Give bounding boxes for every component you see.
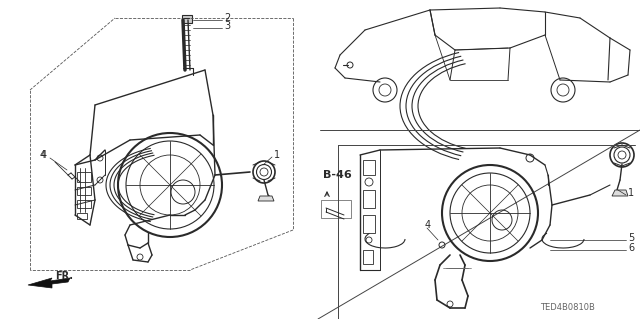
Text: TED4B0810B: TED4B0810B: [540, 303, 595, 313]
Polygon shape: [612, 190, 628, 196]
Text: 3: 3: [224, 21, 230, 31]
Bar: [363, 215, 375, 233]
Text: 4: 4: [40, 150, 46, 160]
Text: 2: 2: [224, 13, 230, 23]
Bar: [363, 190, 375, 208]
Bar: [77, 200, 91, 208]
Text: 5: 5: [628, 233, 634, 243]
Text: 4: 4: [425, 220, 431, 230]
Text: 1: 1: [628, 188, 634, 198]
Bar: [363, 160, 375, 175]
Text: 4: 4: [41, 150, 47, 160]
Text: 6: 6: [628, 243, 634, 253]
Text: FR.: FR.: [55, 271, 73, 281]
Bar: [363, 250, 373, 264]
Polygon shape: [258, 196, 274, 201]
Bar: [77, 213, 87, 219]
Polygon shape: [28, 278, 70, 288]
Bar: [77, 187, 91, 195]
Text: B-46: B-46: [323, 170, 352, 180]
Bar: [182, 15, 192, 23]
Text: 1: 1: [274, 150, 280, 160]
Bar: [321, 200, 351, 218]
Bar: [77, 172, 91, 182]
